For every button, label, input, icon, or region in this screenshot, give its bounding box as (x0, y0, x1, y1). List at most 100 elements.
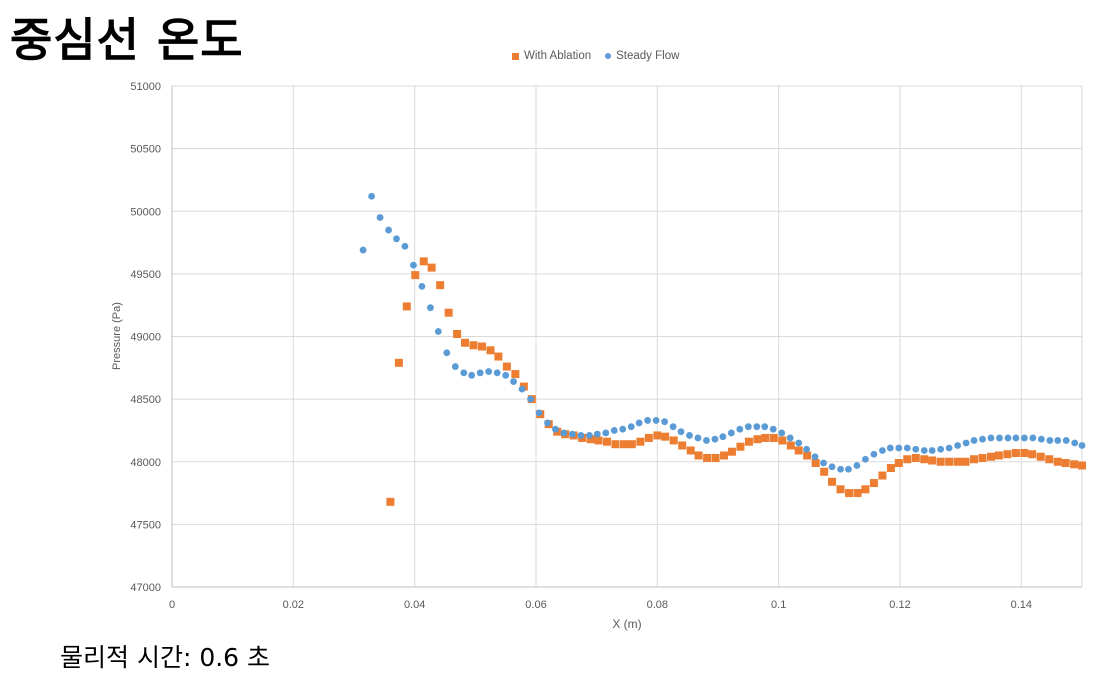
steady-flow-point (1071, 439, 1079, 447)
steady-flow-point (627, 423, 635, 431)
steady-flow-point (527, 395, 534, 403)
with-ablation-point (1020, 448, 1029, 457)
steady-flow-point (443, 349, 451, 357)
steady-flow-point (427, 304, 434, 312)
legend-item-steady-flow: Steady Flow (605, 50, 679, 62)
with-ablation-point (678, 441, 687, 450)
with-ablation-point (769, 433, 778, 442)
steady-flow-point (468, 371, 476, 379)
with-ablation-point (461, 338, 470, 347)
steady-flow-point (493, 369, 501, 377)
steady-flow-point (1037, 435, 1045, 443)
with-ablation-point (953, 457, 962, 466)
with-ablation-point (669, 436, 678, 445)
steady-flow-point (1004, 434, 1012, 442)
page-title: 중심선 온도 (10, 13, 244, 67)
steady-flow-point (996, 434, 1003, 442)
steady-flow-point (853, 462, 861, 469)
chart-legend: With Ablation Steady Flow (512, 50, 693, 62)
steady-flow-point (837, 465, 844, 473)
legend-circle-marker-icon (605, 53, 612, 59)
x-tick-label: 0.12 (889, 599, 910, 611)
with-ablation-point (845, 489, 854, 498)
legend-label-steady-flow: Steady Flow (616, 50, 680, 62)
steady-flow-point (694, 434, 702, 442)
with-ablation-point (486, 346, 495, 355)
with-ablation-point (803, 451, 812, 460)
with-ablation-point (720, 451, 729, 460)
with-ablation-point (836, 485, 845, 494)
steady-flow-point (962, 439, 970, 447)
steady-flow-point (903, 444, 911, 452)
with-ablation-point (786, 441, 795, 450)
y-tick-label: 48000 (130, 457, 161, 469)
steady-flow-point (736, 425, 744, 433)
with-ablation-point (602, 437, 611, 446)
steady-flow-point (385, 226, 392, 234)
steady-flow-point (1062, 437, 1070, 444)
with-ablation-point (978, 453, 987, 462)
with-ablation-point (436, 281, 445, 290)
with-ablation-point (444, 308, 453, 317)
steady-flow-point (451, 363, 459, 370)
with-ablation-point (636, 437, 645, 446)
with-ablation-point (453, 329, 462, 338)
x-axis-label: X (m) (612, 617, 641, 631)
steady-flow-point (803, 445, 810, 453)
with-ablation-point (928, 456, 937, 465)
with-ablation-point (744, 437, 753, 446)
with-ablation-point (502, 362, 511, 371)
with-ablation-point (494, 352, 503, 361)
with-ablation-point (920, 455, 929, 464)
with-ablation-point (903, 455, 912, 464)
with-ablation-point (594, 436, 603, 445)
steady-flow-point (644, 417, 652, 424)
series-steady-flow (359, 192, 1086, 473)
steady-flow-point (368, 192, 375, 200)
steady-flow-point (376, 214, 384, 221)
with-ablation-point (869, 479, 878, 488)
with-ablation-point (1070, 460, 1079, 469)
physical-time-caption: 물리적 시간: 0.6 초 (60, 643, 271, 672)
steady-flow-point (502, 371, 510, 379)
steady-flow-point (870, 450, 878, 458)
steady-flow-point (560, 429, 568, 437)
x-tick-label: 0.06 (525, 599, 546, 611)
steady-flow-point (401, 242, 409, 250)
y-tick-label: 49500 (130, 269, 161, 281)
with-ablation-point (419, 257, 428, 266)
steady-flow-point (761, 423, 769, 431)
steady-flow-point (711, 435, 719, 443)
y-tick-label: 50500 (130, 144, 161, 156)
with-ablation-point (694, 451, 703, 460)
steady-flow-point (610, 427, 618, 434)
with-ablation-point (994, 451, 1003, 460)
steady-flow-point (879, 447, 886, 454)
steady-flow-point (393, 235, 400, 243)
steady-flow-point (987, 434, 995, 442)
steady-flow-point (652, 417, 660, 424)
with-ablation-point (861, 485, 870, 494)
steady-flow-point (619, 425, 627, 433)
steady-flow-point (1029, 434, 1037, 442)
steady-flow-point (920, 447, 928, 454)
steady-flow-point (569, 430, 576, 438)
steady-flow-point (719, 433, 727, 441)
with-ablation-point (936, 457, 945, 466)
with-ablation-point (878, 471, 887, 480)
steady-flow-point (510, 378, 517, 385)
with-ablation-point (427, 263, 436, 272)
with-ablation-point (402, 302, 411, 311)
with-ablation-point (961, 457, 970, 466)
with-ablation-point (828, 477, 837, 486)
with-ablation-point (820, 467, 829, 476)
x-tick-label: 0.1 (771, 599, 786, 611)
with-ablation-point (653, 431, 662, 440)
y-tick-label: 47500 (130, 519, 161, 531)
with-ablation-point (469, 341, 478, 350)
with-ablation-point (411, 271, 420, 280)
x-tick-label: 0.14 (1011, 599, 1032, 611)
x-tick-label: 0.04 (404, 599, 425, 611)
with-ablation-point (1053, 457, 1062, 466)
steady-flow-point (476, 369, 484, 377)
